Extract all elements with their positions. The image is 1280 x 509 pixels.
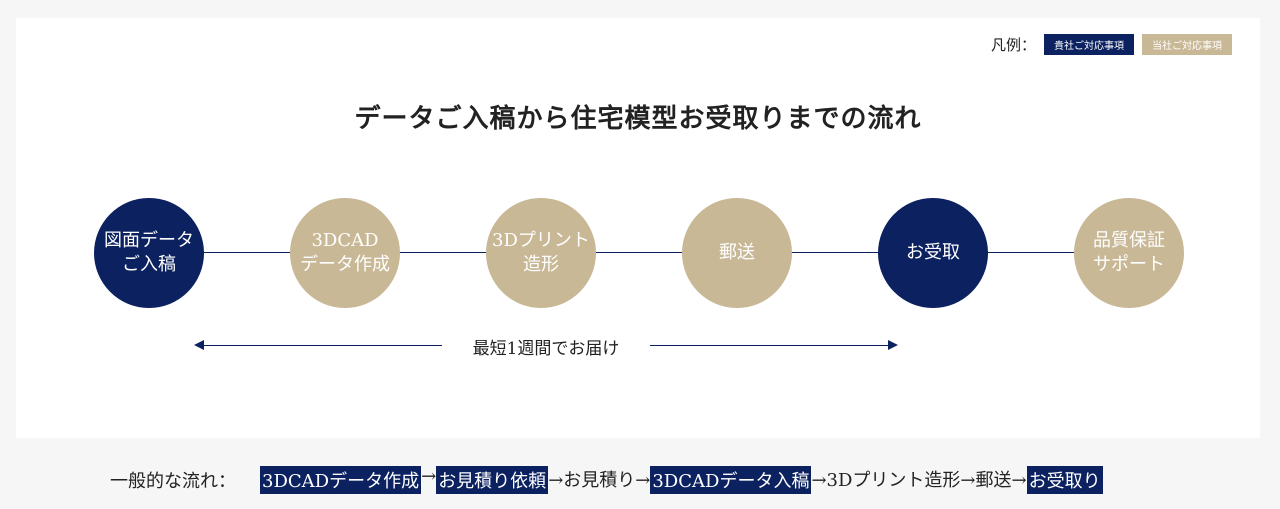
legend-company-tag: 当社ご対応事項: [1142, 34, 1232, 55]
flow-step-highlight: お見積り依頼: [436, 466, 549, 494]
step-circle: 郵送: [682, 198, 792, 308]
step-circle: 3DCAD データ作成: [290, 198, 400, 308]
flow-step-highlight: 3DCADデータ入稿: [650, 466, 812, 494]
duration-label: 最短1週間でお届け: [472, 339, 620, 359]
step-circle: 図面データ ご入稿: [94, 198, 204, 308]
flow-step-highlight: お受取り: [1026, 466, 1103, 494]
general-flow-label: 一般的な流れ：: [110, 471, 236, 492]
flow-step: →お見積り→: [548, 470, 651, 491]
flow-step-highlight: 3DCADデータ作成: [260, 466, 422, 494]
legend-client-tag: 貴社ご対応事項: [1044, 34, 1134, 55]
step-circle: 3Dプリント 造形: [486, 198, 596, 308]
arrow-left-icon: [194, 340, 204, 350]
flow-step: →3Dプリント造形→郵送→: [811, 470, 1027, 491]
flow-card: 凡例： 貴社ご対応事項 当社ご対応事項 データご入稿から住宅模型お受取りまでの流…: [16, 18, 1260, 438]
page-title: データご入稿から住宅模型お受取りまでの流れ: [354, 104, 922, 134]
arrow-line-left: [196, 345, 442, 346]
arrow-line-right: [650, 345, 896, 346]
legend: 凡例： 貴社ご対応事項 当社ご対応事項: [991, 34, 1232, 55]
step-circle: お受取: [878, 198, 988, 308]
connector-line: [149, 252, 1129, 253]
general-flow: 一般的な流れ： 3DCADデータ作成 → お見積り依頼 →お見積り→ 3DCADデータ入…: [110, 466, 1103, 494]
legend-label: 凡例：: [990, 36, 1036, 54]
arrow-right-icon: [888, 340, 898, 350]
step-circle: 品質保証 サポート: [1074, 198, 1184, 308]
flow-step: →: [421, 466, 437, 487]
